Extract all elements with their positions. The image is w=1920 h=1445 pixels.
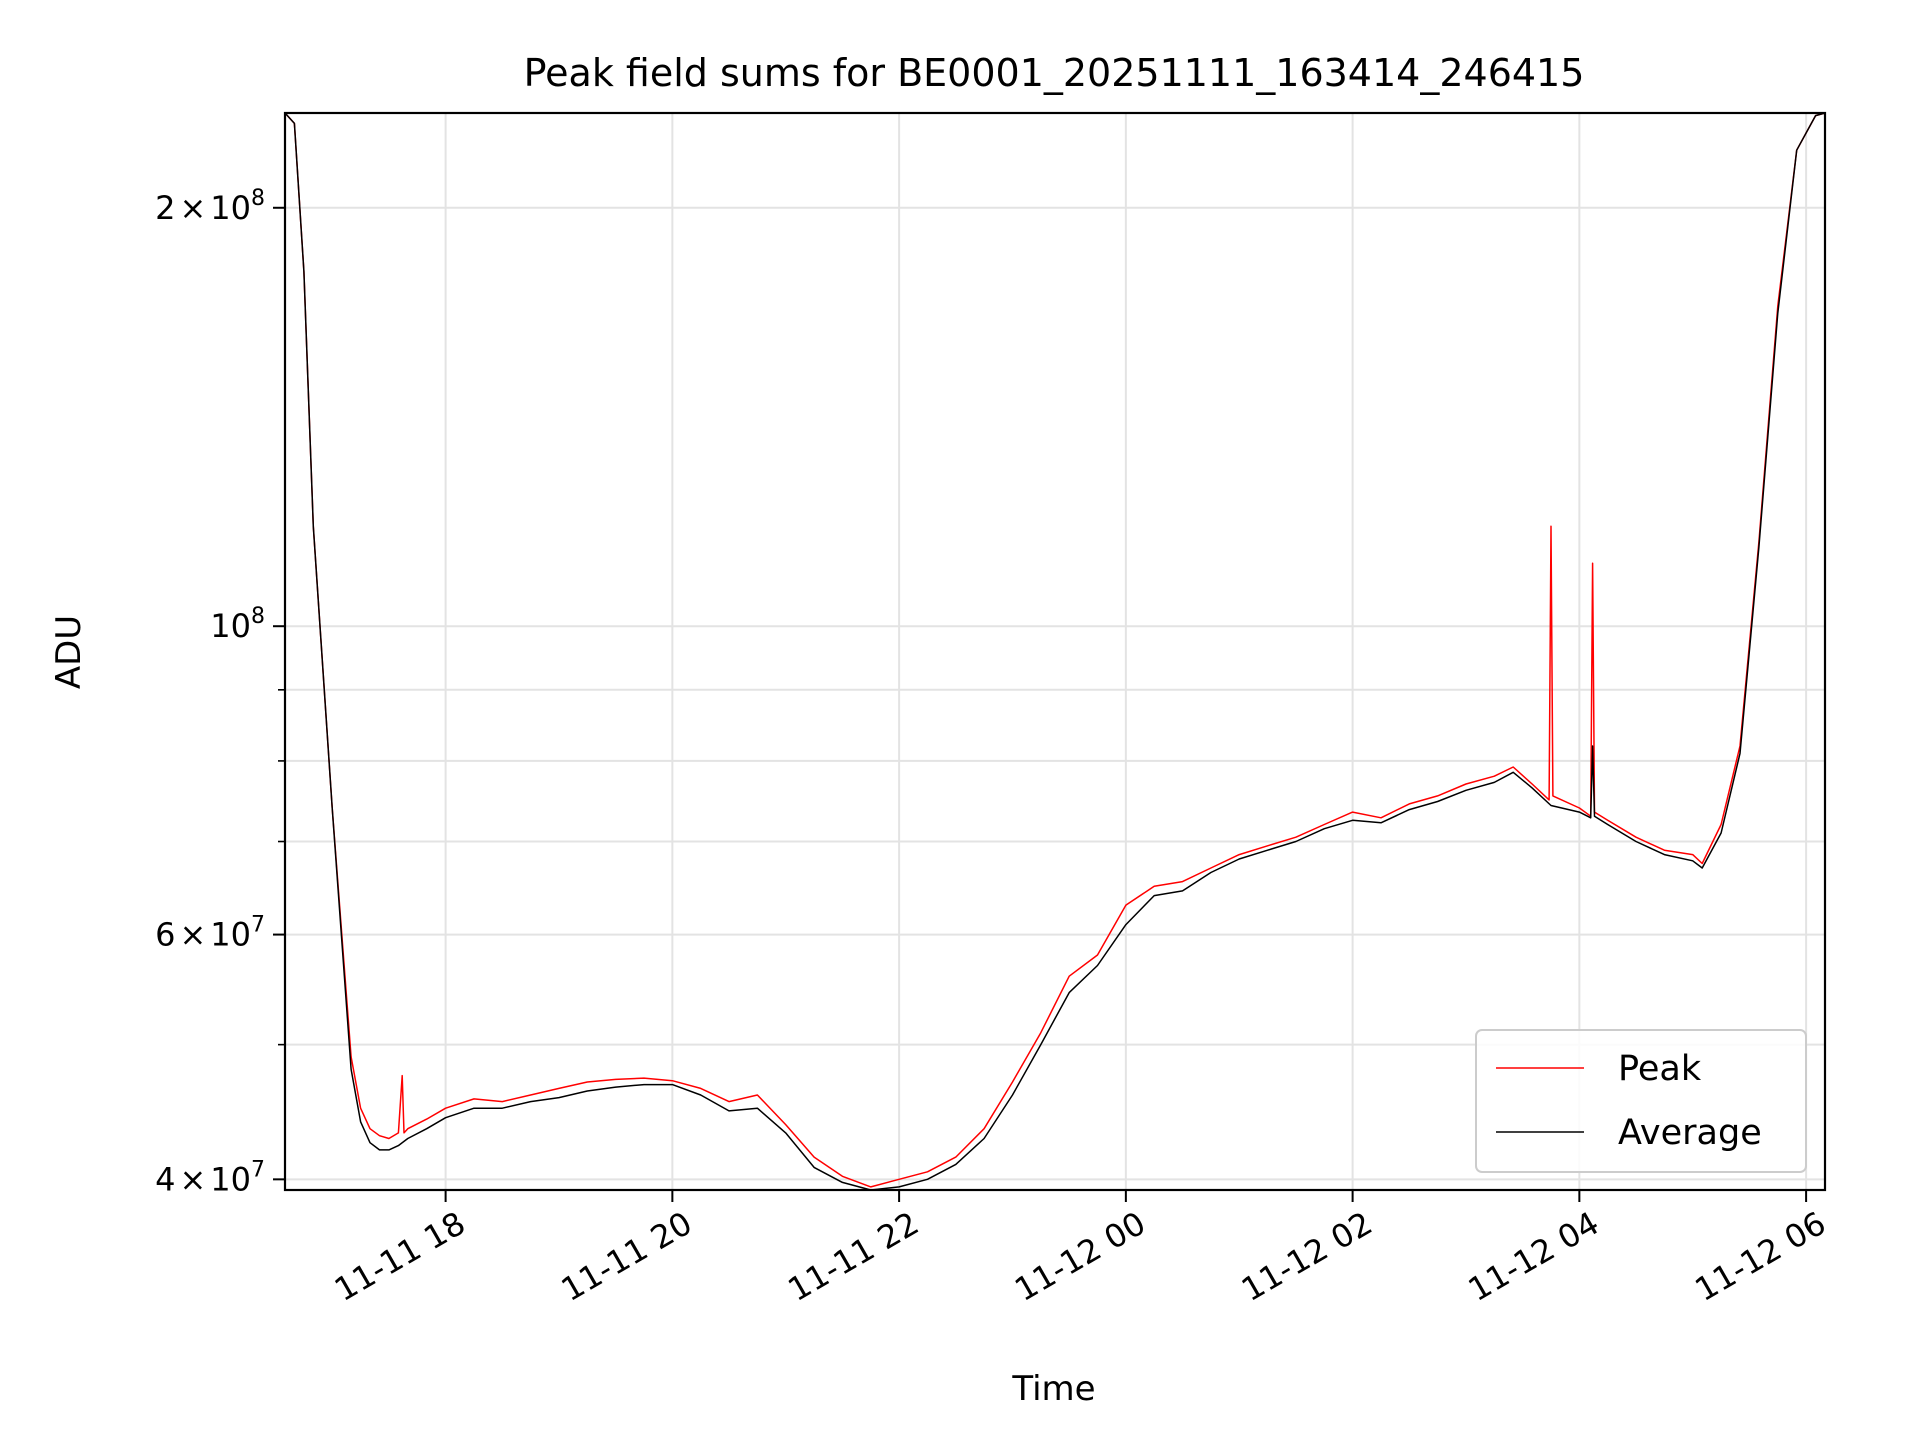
- y-tick-exponent: 8: [251, 186, 265, 211]
- series-line-peak: [284, 112, 1826, 1188]
- y-tick-exponent: 7: [251, 1157, 265, 1182]
- y-tick-label: 108: [210, 604, 265, 645]
- y-tick-exponent: 7: [251, 913, 265, 938]
- y-tick-mantissa: 4: [155, 1160, 175, 1198]
- y-tick-mantissa: 6: [155, 916, 175, 954]
- series-layer: [284, 112, 1826, 1191]
- y-tick-base: 10: [210, 189, 251, 227]
- grid-layer: [285, 113, 1825, 1190]
- chart-title: Peak field sums for BE0001_20251111_1634…: [524, 51, 1585, 95]
- y-tick-base: 10: [210, 1160, 251, 1198]
- y-tick-mantissa: 2: [155, 189, 175, 227]
- y-tick-base: 10: [210, 607, 251, 645]
- y-tick-label: 4 × 107: [155, 1157, 265, 1198]
- y-tick-times: ×: [179, 1160, 206, 1198]
- y-tick-exponent: 8: [251, 604, 265, 629]
- y-tick-times: ×: [179, 189, 206, 227]
- y-axis-label: ADU: [49, 615, 89, 689]
- plot-frame: [283, 111, 1827, 1192]
- legend-box: [1475, 1029, 1807, 1173]
- series-line-average: [284, 112, 1826, 1191]
- x-axis-label: Time: [1011, 1369, 1095, 1409]
- legend-label-average: Average: [1618, 1113, 1762, 1153]
- y-tick-times: ×: [179, 916, 206, 954]
- y-tick-label: 2 × 108: [155, 186, 265, 227]
- y-tick-label: 6 × 107: [155, 913, 265, 954]
- legend: Peak Average: [1475, 1029, 1807, 1173]
- legend-label-peak: Peak: [1618, 1049, 1702, 1089]
- y-tick-base: 10: [210, 916, 251, 954]
